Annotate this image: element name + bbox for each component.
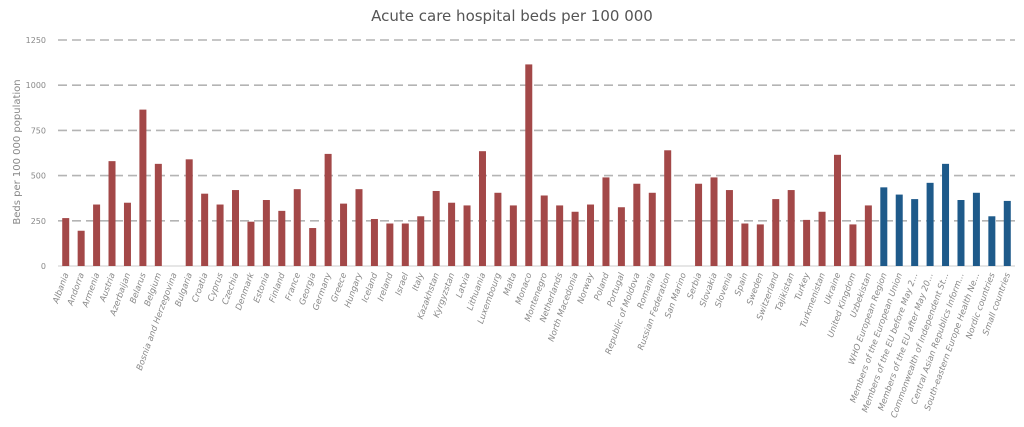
bar[interactable]: [664, 150, 672, 266]
bar[interactable]: [571, 211, 579, 266]
bar[interactable]: [633, 183, 641, 266]
bar[interactable]: [602, 177, 610, 266]
bar[interactable]: [880, 187, 888, 266]
y-axis-ticks: 0 250 500 750 1000 1250: [26, 36, 46, 271]
bar[interactable]: [725, 190, 733, 266]
bar[interactable]: [617, 207, 625, 266]
bar[interactable]: [849, 224, 857, 266]
x-tick-label: Israel: [394, 271, 412, 297]
bar[interactable]: [895, 194, 903, 266]
bar[interactable]: [417, 216, 425, 266]
bar[interactable]: [494, 192, 502, 266]
bar[interactable]: [185, 159, 193, 266]
bar[interactable]: [247, 221, 255, 266]
bar[interactable]: [232, 190, 240, 266]
bar[interactable]: [772, 199, 780, 266]
bar[interactable]: [401, 223, 409, 266]
bar[interactable]: [509, 205, 517, 266]
y-axis-label: Beds per 100 000 population: [12, 79, 23, 224]
bar[interactable]: [478, 151, 486, 266]
bar[interactable]: [216, 204, 224, 266]
y-tick-label: 1250: [26, 36, 46, 45]
bar[interactable]: [911, 199, 919, 266]
bar[interactable]: [972, 192, 980, 266]
bar[interactable]: [293, 189, 301, 266]
bar[interactable]: [448, 202, 456, 266]
bar[interactable]: [942, 163, 950, 266]
bar[interactable]: [648, 192, 656, 266]
bar[interactable]: [695, 183, 703, 266]
bar[interactable]: [77, 230, 85, 266]
bar[interactable]: [710, 177, 718, 266]
bar[interactable]: [556, 205, 564, 266]
bar[interactable]: [201, 193, 209, 266]
y-tick-label: 500: [31, 172, 46, 181]
bar[interactable]: [278, 210, 286, 266]
bar[interactable]: [370, 218, 378, 266]
bar[interactable]: [587, 204, 595, 266]
bar[interactable]: [540, 195, 548, 266]
bar[interactable]: [139, 109, 147, 266]
bar[interactable]: [787, 190, 795, 266]
bar[interactable]: [62, 218, 70, 266]
bar[interactable]: [756, 224, 764, 266]
y-tick-label: 250: [31, 217, 46, 226]
y-tick-label: 1000: [26, 81, 46, 90]
bar[interactable]: [108, 161, 116, 266]
x-axis-ticks: AlbaniaAndorraArmeniaAustriaAzerbaijanBe…: [51, 271, 1013, 420]
bar[interactable]: [864, 205, 872, 266]
x-tick-label: Italy: [411, 271, 427, 293]
bar[interactable]: [818, 211, 826, 266]
bar[interactable]: [803, 219, 811, 266]
bar[interactable]: [463, 205, 471, 266]
chart-title: Acute care hospital beds per 100 000: [371, 7, 653, 25]
bar[interactable]: [386, 223, 394, 266]
bar[interactable]: [324, 153, 332, 266]
bar[interactable]: [123, 202, 131, 266]
bar[interactable]: [432, 190, 440, 266]
bar[interactable]: [1003, 200, 1011, 266]
bar[interactable]: [355, 189, 363, 266]
bar[interactable]: [262, 200, 270, 266]
bar[interactable]: [525, 64, 533, 266]
bar[interactable]: [93, 204, 101, 266]
y-tick-label: 0: [41, 262, 46, 271]
bar[interactable]: [926, 182, 934, 266]
bar[interactable]: [309, 228, 317, 266]
bar[interactable]: [741, 223, 749, 266]
bar[interactable]: [833, 154, 841, 266]
bar[interactable]: [154, 163, 162, 266]
bars: [62, 64, 1011, 266]
bar[interactable]: [957, 200, 965, 266]
y-tick-label: 750: [31, 126, 46, 135]
bar[interactable]: [340, 203, 348, 266]
bar[interactable]: [988, 216, 996, 266]
